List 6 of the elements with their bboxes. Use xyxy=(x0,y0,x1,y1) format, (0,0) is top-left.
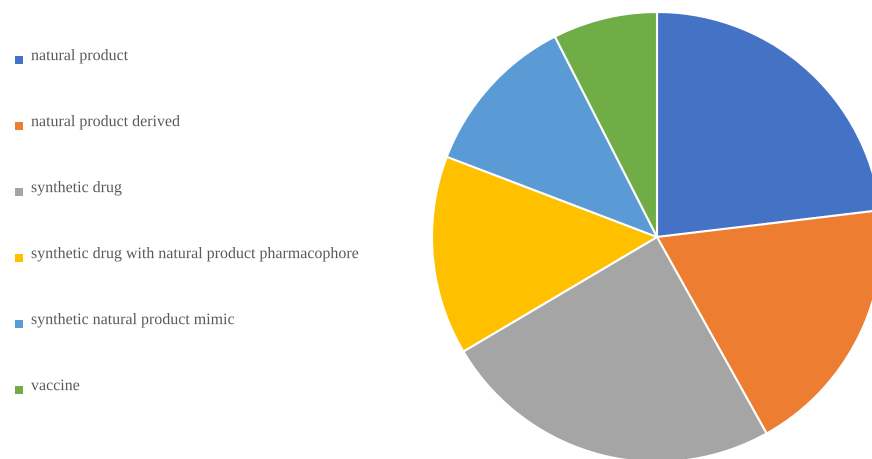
legend-label: synthetic natural product mimic xyxy=(32,313,234,328)
legend-label: natural product derived xyxy=(31,115,180,130)
legend-label: synthetic drug xyxy=(32,181,122,196)
legend-label: synthetic drug with natural product pharmacophore xyxy=(32,247,358,262)
legend-label: natural product xyxy=(31,49,128,64)
legend-label: vaccine xyxy=(31,380,80,390)
